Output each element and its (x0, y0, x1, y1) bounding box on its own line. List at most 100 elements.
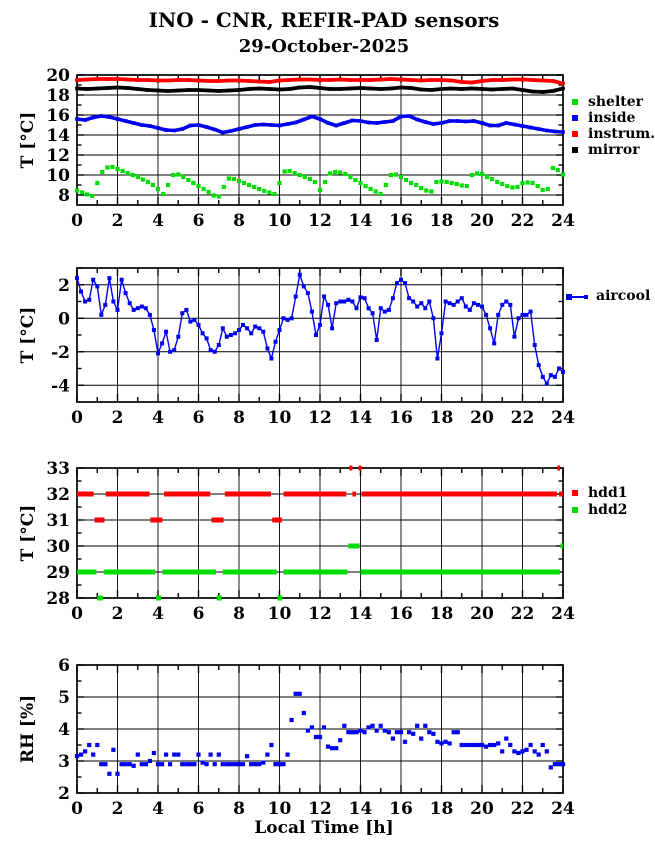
x-tick-label: 6 (193, 799, 205, 819)
x-tick-label: 20 (470, 799, 494, 819)
x-tick-label: 2 (112, 211, 124, 231)
legend-label: instrum. (588, 126, 655, 142)
x-tick-label: 14 (349, 408, 373, 428)
x-tick-label: 16 (389, 799, 413, 819)
shelter-marker-icon (572, 99, 578, 105)
x-tick-label: 14 (349, 604, 373, 624)
inside-marker-icon (572, 115, 578, 121)
aircool-line-marker-icon (566, 293, 588, 300)
x-tick-label: 24 (551, 211, 575, 231)
y-tick-label: 33 (46, 459, 70, 479)
x-tick-label: 12 (308, 408, 332, 428)
x-tick-label: 8 (233, 799, 245, 819)
y-tick-label: 12 (46, 146, 70, 166)
x-tick-label: 22 (511, 604, 535, 624)
x-tick-label: 14 (349, 799, 373, 819)
x-tick-label: 0 (71, 211, 83, 231)
legend-hdd: hdd1 hdd2 (572, 484, 628, 518)
x-tick-label: 20 (470, 604, 494, 624)
x-tick-label: 12 (308, 211, 332, 231)
x-tick-label: 6 (193, 408, 205, 428)
instrum-marker-icon (572, 131, 578, 137)
x-tick-label: 22 (511, 211, 535, 231)
y-tick-label: 0 (58, 309, 70, 329)
y-tick-label: 28 (46, 589, 70, 609)
y-tick-label: 31 (46, 511, 70, 531)
x-tick-label: 18 (430, 408, 454, 428)
x-tick-label: 8 (233, 408, 245, 428)
y-axis-label: T [°C] (18, 307, 38, 364)
x-tick-label: 4 (152, 604, 164, 624)
y-tick-label: 10 (46, 166, 70, 186)
x-axis-label: Local Time [h] (254, 818, 394, 838)
x-tick-label: 16 (389, 211, 413, 231)
y-tick-label: 32 (46, 485, 70, 505)
legend-label: shelter (588, 94, 644, 110)
legend-temperature-sensors: shelter inside instrum. mirror (572, 94, 655, 158)
y-tick-label: 5 (58, 688, 70, 708)
x-tick-label: 20 (470, 408, 494, 428)
legend-item-mirror: mirror (572, 142, 655, 158)
y-tick-label: 4 (58, 720, 70, 740)
legend-item-hdd1: hdd1 (572, 484, 628, 501)
x-tick-label: 18 (430, 799, 454, 819)
x-tick-label: 24 (551, 604, 575, 624)
legend-label: mirror (588, 142, 640, 158)
y-axis-label: T [°C] (18, 505, 38, 562)
y-axis-label: RH [%] (18, 695, 38, 763)
hdd2-marker-icon (572, 506, 578, 513)
y-tick-label: 6 (58, 656, 70, 676)
x-tick-label: 12 (308, 604, 332, 624)
legend-label: hdd1 (588, 484, 628, 501)
x-tick-label: 4 (152, 799, 164, 819)
legend-label: hdd2 (588, 501, 628, 518)
y-tick-label: 14 (46, 126, 70, 146)
x-tick-label: 4 (152, 211, 164, 231)
y-tick-label: -2 (51, 343, 70, 363)
mirror-marker-icon (572, 147, 578, 153)
legend-item-instrum: instrum. (572, 126, 655, 142)
x-tick-label: 6 (193, 211, 205, 231)
x-tick-label: 10 (268, 799, 292, 819)
x-tick-label: 6 (193, 604, 205, 624)
x-tick-label: 8 (233, 604, 245, 624)
x-tick-label: 10 (268, 408, 292, 428)
legend-aircool: aircool (566, 288, 650, 304)
y-tick-label: 3 (58, 752, 70, 772)
legend-item-inside: inside (572, 110, 655, 126)
legend-item-hdd2: hdd2 (572, 501, 628, 518)
x-tick-label: 2 (112, 408, 124, 428)
y-tick-label: 2 (58, 784, 70, 804)
page-subtitle: 29-October-2025 (238, 36, 410, 57)
x-tick-label: 0 (71, 604, 83, 624)
hdd1-marker-icon (572, 489, 578, 496)
page-title: INO - CNR, REFIR-PAD sensors (148, 8, 500, 32)
legend-label: inside (588, 110, 636, 126)
x-tick-label: 20 (470, 211, 494, 231)
x-tick-label: 2 (112, 799, 124, 819)
x-tick-label: 16 (389, 408, 413, 428)
x-tick-label: 12 (308, 799, 332, 819)
legend-item-shelter: shelter (572, 94, 655, 110)
x-tick-label: 18 (430, 604, 454, 624)
y-tick-label: 20 (46, 66, 70, 86)
x-tick-label: 10 (268, 604, 292, 624)
x-tick-label: 22 (511, 408, 535, 428)
y-tick-label: -4 (51, 376, 70, 396)
y-tick-label: 8 (58, 186, 70, 206)
y-tick-label: 30 (46, 537, 70, 557)
y-tick-label: 18 (46, 86, 70, 106)
y-axis-label: T [°C] (18, 112, 38, 169)
x-tick-label: 14 (349, 211, 373, 231)
x-tick-label: 2 (112, 604, 124, 624)
x-tick-label: 16 (389, 604, 413, 624)
x-tick-label: 4 (152, 408, 164, 428)
y-tick-label: 29 (46, 563, 70, 583)
x-tick-label: 8 (233, 211, 245, 231)
x-tick-label: 22 (511, 799, 535, 819)
